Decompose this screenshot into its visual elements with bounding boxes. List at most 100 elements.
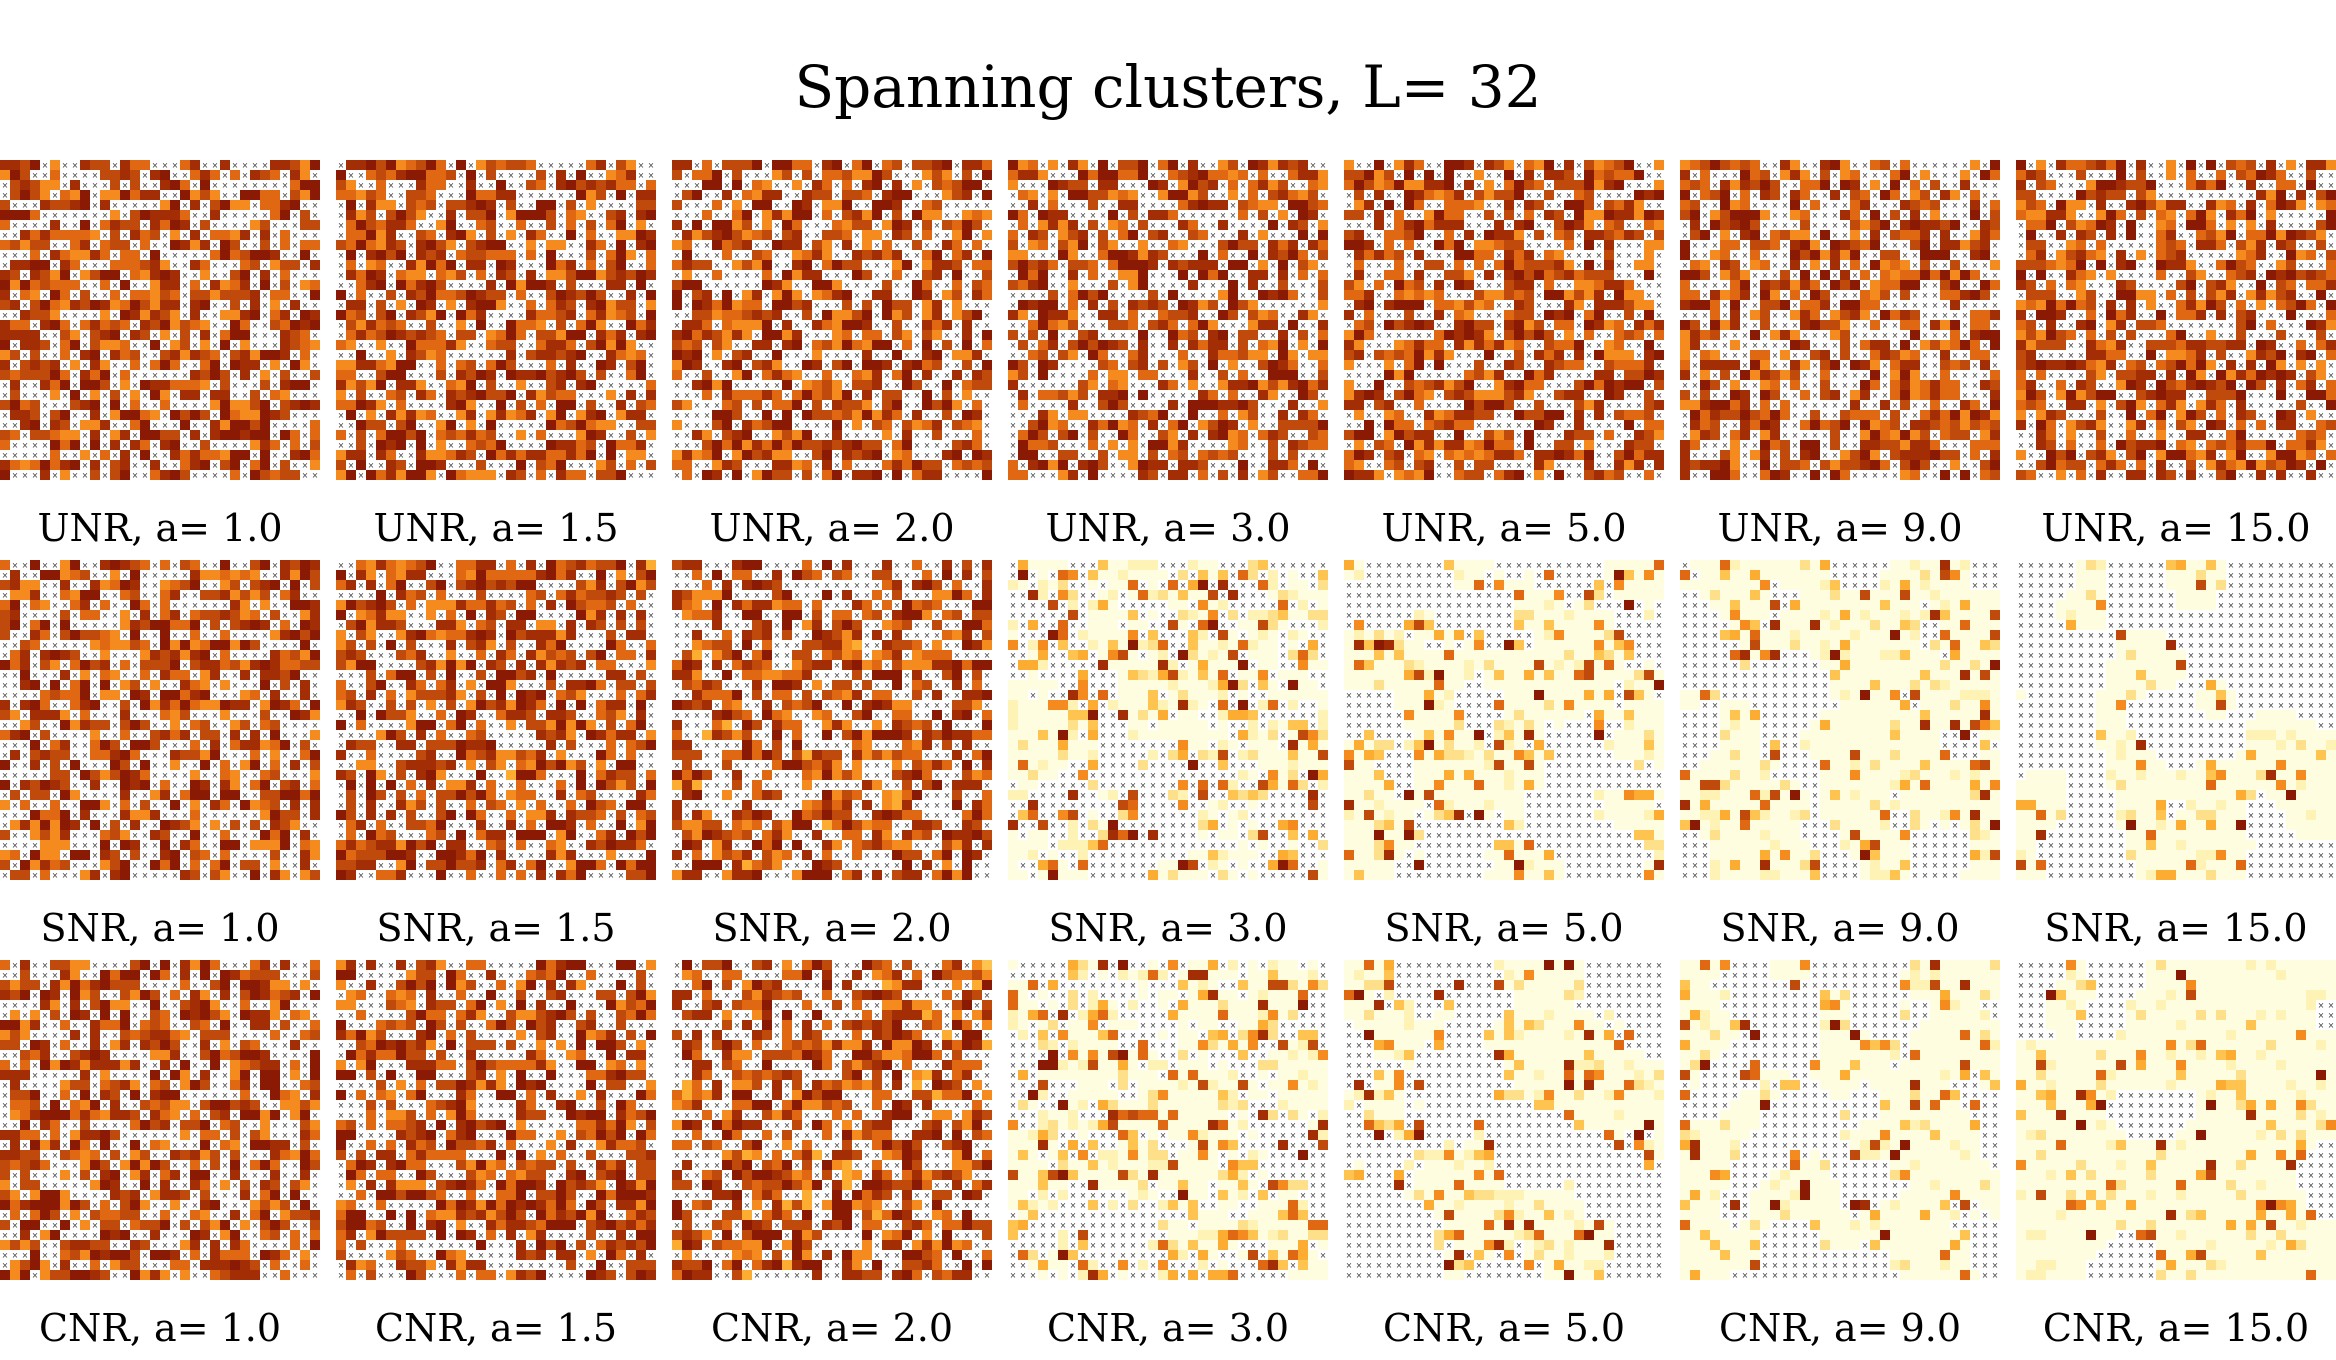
lattice-cell [1494,230,1504,240]
lattice-cell [782,210,792,220]
cluster-marker: × [934,291,941,300]
lattice-cell [1484,240,1494,250]
cluster-marker: × [232,371,239,380]
lattice-cell [396,170,406,180]
lattice-cell [772,450,782,460]
lattice-cell [260,200,270,210]
cluster-marker: × [1070,441,1077,450]
lattice-cell [1128,350,1138,360]
cluster-marker: × [1596,331,1603,340]
lattice-cell [1434,300,1444,310]
cluster-marker: × [1190,351,1197,360]
lattice-cell [0,360,10,370]
cluster-marker: × [202,311,209,320]
lattice-cell [1344,360,1354,370]
lattice-cell [250,460,260,470]
lattice-cell [1278,330,1288,340]
cluster-marker: × [598,281,605,290]
lattice-cell [732,330,742,340]
lattice-cell [1354,290,1364,300]
lattice-cell [646,460,656,470]
cluster-marker: × [794,281,801,290]
lattice-cell [1454,380,1464,390]
lattice-cell [30,250,40,260]
lattice-cell [416,190,426,200]
lattice-cell [1604,230,1614,240]
cluster-marker: × [1546,431,1553,440]
lattice-cell [1258,170,1268,180]
cluster-marker: × [1160,371,1167,380]
lattice-cell [1278,190,1288,200]
lattice-cell [1128,230,1138,240]
lattice-cell [1644,360,1654,370]
lattice-cell [260,350,270,360]
cluster-marker: × [1060,401,1067,410]
cluster-marker: × [152,181,159,190]
cluster-marker: × [518,191,525,200]
lattice-cell [396,210,406,220]
lattice-cell [1594,300,1604,310]
cluster-marker: × [1436,171,1443,180]
cluster-marker: × [864,431,871,440]
lattice-cell [782,170,792,180]
lattice-cell [466,190,476,200]
cluster-marker: × [734,381,741,390]
cluster-marker: × [262,301,269,310]
lattice-cell [752,190,762,200]
lattice-cell [1634,380,1644,390]
cluster-marker: × [914,321,921,330]
lattice-cell [1288,380,1298,390]
cluster-marker: × [1170,301,1177,310]
lattice-cell [1298,420,1308,430]
lattice-cell [476,370,486,380]
lattice-cell [1038,350,1048,360]
lattice-cell [230,300,240,310]
lattice-cell [1464,420,1474,430]
lattice-cell [802,200,812,210]
lattice-cell [516,210,526,220]
lattice-cell [456,310,466,320]
cluster-marker: × [42,401,49,410]
cluster-marker: × [1060,291,1067,300]
lattice-cell [822,260,832,270]
lattice-cell [1048,220,1058,230]
lattice-cell [1188,230,1198,240]
chart-title: Spanning clusters, L= 32 [0,52,2336,122]
lattice-cell [1008,170,1018,180]
lattice-cell [1028,190,1038,200]
lattice-cell [386,220,396,230]
lattice-cell [1228,360,1238,370]
lattice-cell [1278,240,1288,250]
lattice-cell [386,410,396,420]
lattice-cell [1208,270,1218,280]
cluster-marker: × [608,231,615,240]
lattice-cell [892,300,902,310]
lattice-cell [1228,290,1238,300]
lattice-cell [1068,430,1078,440]
lattice-cell [1168,450,1178,460]
lattice-cell [1078,380,1088,390]
cluster-marker: × [1576,321,1583,330]
lattice-cell [1288,190,1298,200]
cluster-marker: × [1100,371,1107,380]
lattice-cell [80,200,90,210]
lattice-cell [822,160,832,170]
cluster-marker: × [1526,341,1533,350]
lattice-cell [120,160,130,170]
cluster-marker: × [724,451,731,460]
cluster-marker: × [598,251,605,260]
cluster-marker: × [538,381,545,390]
cluster-marker: × [694,201,701,210]
lattice-cell [100,200,110,210]
cluster-marker: × [754,271,761,280]
cluster-marker: × [904,281,911,290]
lattice-cell [1574,300,1584,310]
cluster-marker: × [82,391,89,400]
lattice-cell [1504,280,1514,290]
lattice-cell [596,430,606,440]
lattice-cell [1454,390,1464,400]
lattice-cell [100,370,110,380]
lattice-cell [1354,260,1364,270]
cluster-marker: × [1310,331,1317,340]
lattice-cell [1098,190,1108,200]
